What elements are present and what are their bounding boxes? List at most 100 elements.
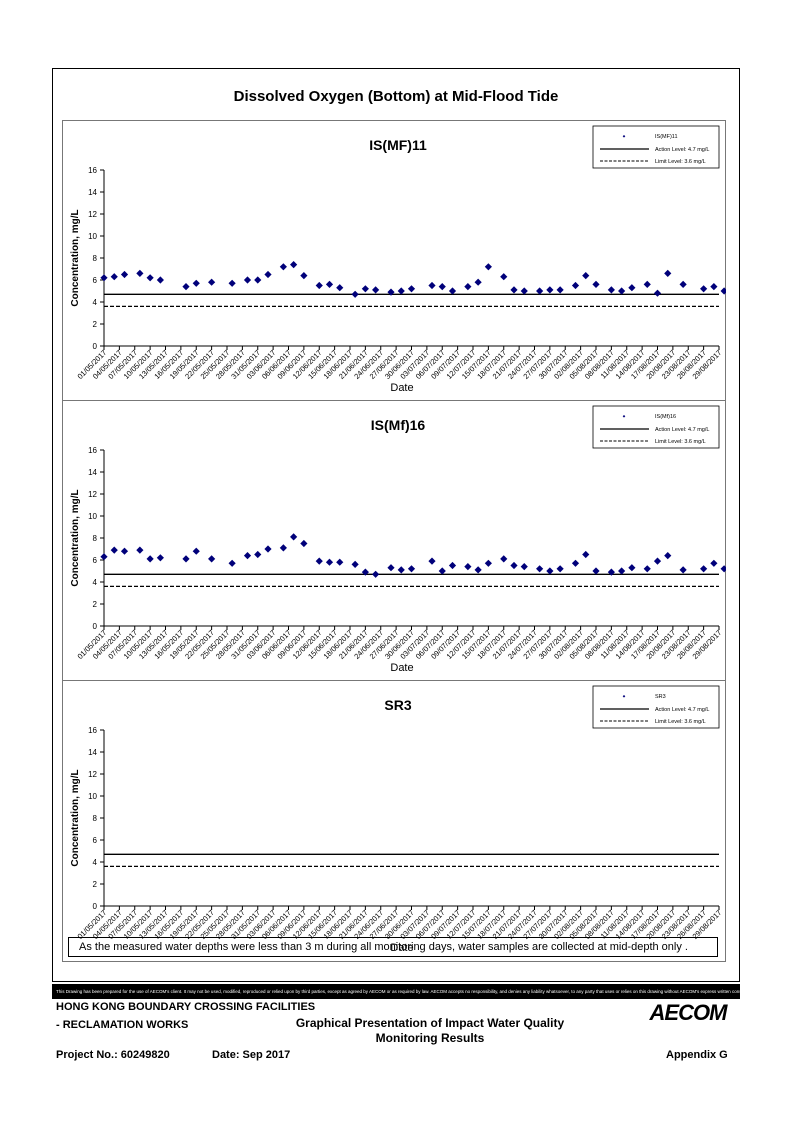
y-tick-label: 0: [93, 902, 98, 911]
data-point: [520, 287, 528, 295]
page-title: Dissolved Oxygen (Bottom) at Mid-Flood T…: [233, 88, 559, 105]
y-tick-label: 6: [93, 276, 98, 285]
document-title: Graphical Presentation of Impact Water Q…: [250, 1016, 610, 1046]
y-tick-label: 12: [88, 210, 97, 219]
data-point: [279, 544, 287, 552]
data-point: [700, 285, 708, 293]
data-point: [208, 278, 216, 286]
legend-series-label: IS(Mf)16: [655, 414, 676, 420]
data-point: [571, 559, 580, 567]
data-point: [290, 533, 298, 541]
data-point: [325, 280, 334, 288]
data-point: [243, 552, 252, 560]
data-point: [315, 557, 323, 565]
data-point: [243, 276, 252, 284]
data-point: [571, 281, 580, 290]
data-point: [607, 286, 615, 294]
data-point: [156, 276, 164, 284]
data-point: [438, 283, 446, 291]
data-point: [556, 286, 564, 294]
data-point: [428, 557, 436, 565]
data-point: [720, 287, 726, 295]
data-point: [228, 559, 236, 567]
data-point: [520, 563, 528, 571]
data-point: [536, 287, 544, 295]
data-point: [136, 546, 144, 554]
page-frame: [52, 68, 740, 982]
y-tick-label: 16: [88, 166, 97, 175]
data-point: [464, 283, 472, 291]
data-point: [464, 563, 472, 571]
data-point: [300, 272, 308, 280]
sampling-note: As the measured water depths were less t…: [68, 937, 718, 957]
data-point: [136, 269, 144, 277]
data-point: [510, 286, 518, 294]
data-point: [484, 263, 492, 271]
data-point: [679, 566, 687, 574]
x-axis-label: Date: [390, 942, 413, 954]
legend-marker: [622, 135, 626, 138]
data-point: [336, 284, 344, 292]
data-point: [351, 560, 359, 568]
data-point: [700, 565, 708, 573]
data-point: [361, 285, 369, 293]
data-point: [556, 565, 564, 573]
y-axis-label: Concentration, mg/L: [70, 209, 81, 306]
data-point: [264, 270, 272, 279]
data-point: [720, 565, 726, 573]
y-tick-label: 10: [88, 512, 97, 521]
y-tick-label: 0: [93, 622, 98, 631]
y-tick-label: 12: [88, 770, 97, 779]
y-axis-label: Concentration, mg/L: [70, 769, 81, 866]
project-number: Project No.: 60249820: [56, 1049, 170, 1061]
chart-panel-1: IS(MF)11 0 2 4 6 8 10 12 14 16 Concentration, mg/L…: [70, 125, 726, 394]
chart-title: IS(MF)11: [369, 137, 427, 153]
appendix-label: Appendix G: [666, 1049, 728, 1061]
y-tick-label: 10: [88, 232, 97, 241]
data-point: [336, 558, 344, 566]
svg-text:AECOM: AECOM: [649, 1000, 729, 1025]
data-point: [618, 567, 626, 575]
data-point: [100, 553, 108, 561]
y-tick-label: 4: [93, 858, 98, 867]
data-point: [500, 273, 508, 281]
legend-action-label: Action Level: 4.7 mg/L: [655, 427, 709, 433]
data-point: [582, 272, 590, 280]
disclaimer-bar: This Drawing has been prepared for the u…: [52, 984, 740, 999]
chart-panel-2: IS(Mf)16 0 2 4 6 8 10 12 14 16 Concentration, mg/L…: [62, 400, 726, 674]
legend-limit-label: Limit Level: 3.6 mg/L: [655, 159, 706, 165]
data-point: [438, 567, 446, 575]
legend-marker: [622, 695, 626, 698]
data-point: [628, 564, 636, 572]
data-point: [120, 270, 129, 279]
y-axis-label: Concentration, mg/L: [70, 489, 81, 586]
y-tick-label: 2: [93, 320, 98, 329]
data-point: [710, 559, 718, 567]
data-point: [618, 287, 626, 295]
data-point: [484, 559, 492, 567]
y-tick-label: 10: [88, 792, 97, 801]
data-point: [228, 279, 236, 287]
data-point: [372, 286, 380, 294]
data-point: [300, 539, 308, 548]
data-point: [448, 561, 457, 570]
data-point: [279, 263, 287, 271]
y-tick-label: 0: [93, 342, 98, 351]
data-point: [643, 565, 651, 573]
data-point: [407, 565, 416, 573]
document-title-line2: Monitoring Results: [375, 1031, 485, 1045]
data-point: [120, 547, 129, 555]
y-tick-label: 4: [93, 578, 98, 587]
data-point: [592, 280, 600, 288]
data-point: [192, 279, 200, 287]
legend-limit-label: Limit Level: 3.6 mg/L: [655, 719, 706, 725]
y-tick-label: 2: [93, 880, 98, 889]
data-point: [146, 274, 154, 282]
chart-title: IS(Mf)16: [371, 417, 426, 433]
data-point: [110, 273, 118, 281]
y-tick-label: 8: [93, 814, 98, 823]
data-point: [653, 289, 662, 297]
report-date: Date: Sep 2017: [212, 1049, 291, 1061]
data-point: [653, 557, 662, 565]
